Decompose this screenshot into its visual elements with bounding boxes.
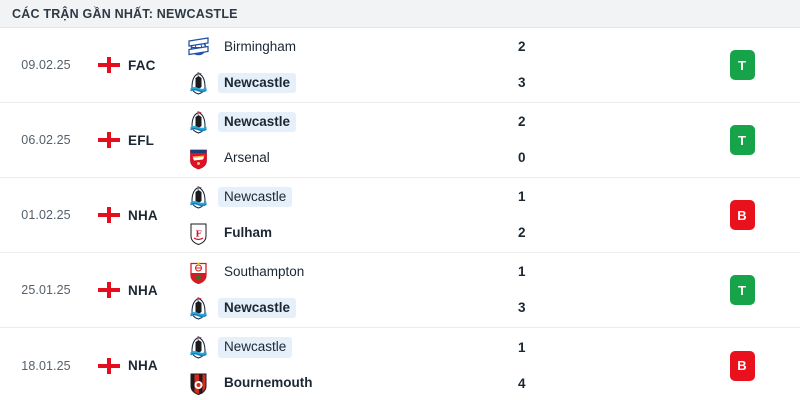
home-team[interactable]: Southampton: [188, 261, 514, 283]
teams-cell: Southampton Newcastle: [184, 261, 514, 319]
away-score: 4: [518, 375, 526, 391]
table-row[interactable]: 06.02.25 EFL Newcastle Arsenal 2 0 T: [0, 103, 800, 178]
home-score: 2: [518, 114, 526, 129]
table-row[interactable]: 18.01.25 NHA Newcastle Bournemouth 1 4 B: [0, 328, 800, 400]
match-date: 25.01.25: [21, 283, 71, 297]
scores-cell: 2 3: [514, 36, 684, 94]
teams-cell: Birmingham Newcastle: [184, 36, 514, 94]
away-team-name: Bournemouth: [224, 375, 313, 391]
home-team[interactable]: Newcastle: [188, 337, 514, 359]
home-team[interactable]: Birmingham: [188, 36, 514, 58]
widget-header: CÁC TRẬN GẦN NHẤT: NEWCASTLE: [0, 0, 800, 28]
result-cell: B: [684, 350, 800, 381]
home-score: 1: [518, 264, 526, 279]
away-team[interactable]: Arsenal: [188, 147, 514, 169]
teams-cell: Newcastle Arsenal: [184, 111, 514, 169]
competition-label: FAC: [128, 57, 156, 73]
status-badge: B: [729, 350, 755, 381]
table-row[interactable]: 01.02.25 NHA Newcastle Fulham 1 2 B: [0, 178, 800, 253]
table-row[interactable]: 25.01.25 NHA Southampton Newcastle 1 3 T: [0, 253, 800, 328]
page-title: CÁC TRẬN GẦN NHẤT: NEWCASTLE: [12, 6, 238, 21]
match-date: 06.02.25: [21, 133, 71, 147]
newcastle-crest-icon: [188, 111, 209, 134]
home-team[interactable]: Newcastle: [188, 111, 514, 133]
scores-cell: 2 0: [514, 111, 684, 169]
away-team-name: Newcastle: [218, 297, 297, 319]
status-badge: T: [729, 50, 755, 80]
away-team[interactable]: Newcastle: [188, 72, 514, 94]
status-badge: T: [729, 125, 755, 155]
result-cell: T: [684, 275, 800, 305]
birmingham-crest-icon: [188, 36, 209, 59]
newcastle-crest-icon: [188, 336, 209, 359]
home-score: 1: [518, 189, 526, 204]
competition-label: NHA: [128, 207, 158, 223]
match-date: 01.02.25: [21, 208, 71, 222]
home-score: 1: [518, 339, 526, 355]
home-team-name: Birmingham: [224, 38, 297, 54]
bournemouth-crest-icon: [188, 372, 209, 395]
home-team[interactable]: Newcastle: [188, 186, 514, 208]
match-list: 09.02.25 FAC Birmingham Newcastle 2 3 T: [0, 28, 800, 400]
result-cell: T: [684, 50, 800, 80]
result-cell: B: [684, 200, 800, 230]
england-flag-icon: [98, 357, 120, 374]
england-flag-icon: [98, 207, 120, 223]
england-flag-icon: [98, 57, 120, 73]
england-flag-icon: [98, 132, 120, 148]
competition-cell[interactable]: EFL: [92, 132, 184, 148]
away-team[interactable]: Fulham: [188, 222, 514, 244]
newcastle-crest-icon: [188, 186, 209, 209]
away-team-name: Newcastle: [218, 72, 297, 94]
status-badge: B: [729, 200, 755, 230]
scores-cell: 1 4: [514, 337, 684, 395]
away-team-name: Fulham: [224, 224, 273, 240]
home-team-name: Southampton: [224, 263, 305, 279]
away-team[interactable]: Bournemouth: [188, 373, 514, 395]
away-score: 3: [518, 300, 526, 315]
competition-label: EFL: [128, 132, 155, 148]
competition-label: NHA: [128, 358, 158, 373]
newcastle-crest-icon: [188, 72, 209, 95]
arsenal-crest-icon: [188, 147, 209, 170]
home-team-name: Newcastle: [218, 186, 293, 208]
result-cell: T: [684, 125, 800, 155]
away-team-name: Arsenal: [224, 149, 270, 165]
england-flag-icon: [98, 282, 120, 298]
teams-cell: Newcastle Bournemouth: [184, 337, 514, 395]
newcastle-crest-icon: [188, 297, 209, 320]
competition-label: NHA: [128, 282, 158, 298]
away-score: 2: [518, 225, 526, 240]
competition-cell[interactable]: FAC: [92, 57, 184, 73]
status-badge: T: [729, 275, 755, 305]
fulham-crest-icon: [188, 222, 209, 245]
home-team-name: Newcastle: [218, 337, 293, 358]
competition-cell[interactable]: NHA: [92, 207, 184, 223]
home-team-name: Newcastle: [218, 111, 297, 133]
home-score: 2: [518, 39, 526, 54]
match-date: 09.02.25: [21, 58, 71, 72]
scores-cell: 1 2: [514, 186, 684, 244]
teams-cell: Newcastle Fulham: [184, 186, 514, 244]
competition-cell[interactable]: NHA: [92, 357, 184, 374]
away-score: 3: [518, 75, 526, 90]
southampton-crest-icon: [188, 261, 209, 284]
scores-cell: 1 3: [514, 261, 684, 319]
away-team[interactable]: Newcastle: [188, 297, 514, 319]
table-row[interactable]: 09.02.25 FAC Birmingham Newcastle 2 3 T: [0, 28, 800, 103]
away-score: 0: [518, 150, 526, 165]
match-date: 18.01.25: [21, 358, 71, 373]
competition-cell[interactable]: NHA: [92, 282, 184, 298]
